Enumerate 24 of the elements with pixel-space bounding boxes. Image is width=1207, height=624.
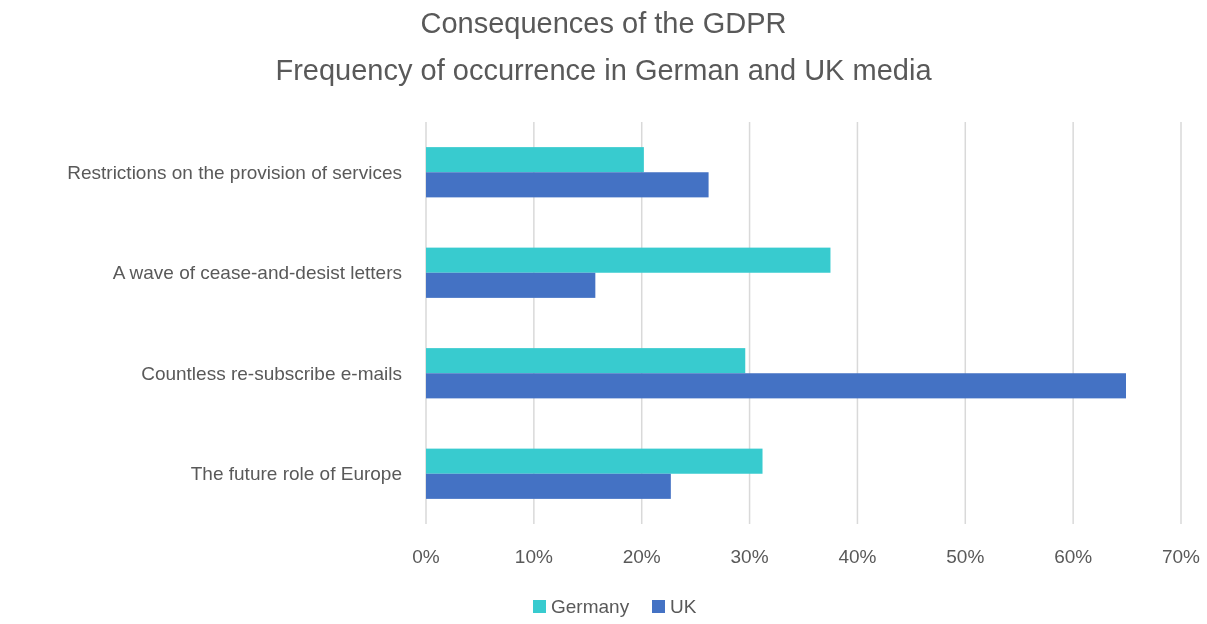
x-tick-label: 70%	[1161, 546, 1201, 567]
chart-title: Consequences of the GDPR	[420, 7, 787, 39]
bar	[426, 448, 763, 474]
bar	[426, 473, 671, 499]
legend-label: UK	[670, 596, 697, 617]
y-tick-label: Restrictions on the provision of services	[67, 161, 402, 183]
chart-subtitle: Frequency of occurrence in German and UK media	[275, 54, 933, 86]
x-tick-label: 10%	[514, 546, 553, 567]
x-tick-label: 60%	[1054, 546, 1093, 567]
y-tick-label: A wave of cease-and-desist letters	[112, 262, 402, 284]
bar	[426, 172, 709, 198]
x-tick-label: 40%	[838, 546, 877, 567]
x-tick-label: 50%	[946, 546, 985, 567]
y-tick-label: The future role of Europe	[190, 463, 402, 485]
x-tick-label: 20%	[622, 546, 661, 567]
y-tick-label: Countless re-subscribe e-mails	[141, 362, 402, 384]
x-tick-label: 0%	[412, 546, 440, 567]
legend-label: Germany	[551, 596, 630, 617]
x-tick-label: 30%	[730, 546, 769, 567]
bar	[426, 373, 1126, 399]
bar	[426, 348, 746, 374]
bar	[426, 272, 596, 298]
bar	[426, 147, 644, 173]
bar	[426, 247, 831, 273]
